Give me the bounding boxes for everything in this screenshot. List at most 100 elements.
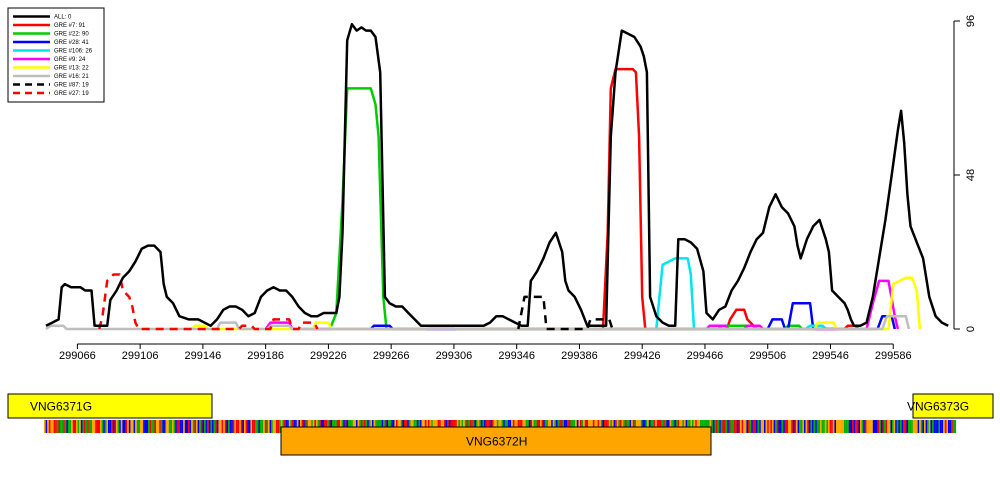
sequence-base: [261, 420, 264, 433]
sequence-base: [941, 420, 944, 433]
gene-box-vng6372h: [280, 426, 712, 456]
sequence-base: [719, 420, 721, 433]
sequence-base: [746, 420, 749, 433]
sequence-base: [872, 420, 875, 433]
legend-label: GRE #22: 90: [54, 32, 89, 38]
sequence-base: [242, 420, 245, 433]
sequence-base: [895, 420, 897, 433]
sequence-base: [96, 420, 99, 433]
sequence-base: [82, 420, 85, 433]
y-tick-label: 48: [965, 169, 977, 181]
sequence-base: [226, 420, 229, 433]
legend-label: GRE #106: 26: [54, 49, 93, 55]
sequence-base: [210, 420, 213, 433]
sequence-base: [44, 420, 46, 433]
x-tick-label: 299066: [59, 350, 96, 362]
sequence-base: [812, 420, 814, 433]
sequence-base: [199, 420, 201, 433]
legend-label: GRE #27: 19: [54, 91, 89, 97]
sequence-base: [807, 420, 809, 433]
sequence-base: [124, 420, 126, 433]
sequence-base: [130, 420, 133, 433]
sequence-base: [916, 420, 918, 433]
sequence-base: [876, 420, 878, 433]
x-tick-label: 299426: [624, 350, 661, 362]
sequence-base: [239, 420, 241, 433]
sequence-base: [938, 420, 941, 433]
sequence-base: [912, 420, 915, 433]
sequence-base: [88, 420, 91, 433]
sequence-base: [952, 420, 955, 433]
sequence-base: [944, 420, 947, 433]
sequence-base: [200, 420, 203, 433]
sequence-base: [768, 420, 771, 433]
legend-label: GRE #28: 41: [54, 40, 89, 46]
sequence-base: [743, 420, 745, 433]
sequence-base: [183, 420, 185, 433]
sequence-base: [770, 420, 773, 433]
sequence-base: [917, 420, 920, 433]
sequence-base: [120, 420, 123, 433]
sequence-base: [930, 420, 933, 433]
sequence-base: [274, 420, 277, 433]
sequence-base: [924, 420, 926, 433]
x-tick-label: 299146: [185, 350, 222, 362]
sequence-base: [954, 420, 957, 433]
sequence-base: [90, 420, 93, 433]
sequence-base: [772, 420, 774, 433]
sequence-base: [61, 420, 64, 433]
sequence-base: [165, 420, 168, 433]
sequence-base: [279, 420, 281, 433]
sequence-base: [844, 420, 846, 433]
sequence-base: [874, 420, 877, 433]
sequence-base: [829, 420, 832, 433]
sequence-base: [247, 420, 249, 433]
sequence-base: [215, 420, 217, 433]
sequence-base: [903, 420, 905, 433]
sequence-base: [232, 420, 235, 433]
sequence-base: [117, 420, 120, 433]
sequence-base: [887, 420, 889, 433]
sequence-base: [922, 420, 925, 433]
sequence-base: [885, 420, 888, 433]
sequence-base: [778, 420, 781, 433]
sequence-base: [100, 420, 102, 433]
sequence-base: [928, 420, 931, 433]
sequence-base: [143, 420, 145, 433]
sequence-base: [783, 420, 785, 433]
sequence-base: [840, 420, 843, 433]
sequence-base: [277, 420, 280, 433]
sequence-base: [255, 420, 257, 433]
sequence-base: [87, 420, 89, 433]
x-tick-label: 299506: [749, 350, 786, 362]
sequence-base: [133, 420, 136, 433]
sequence-base: [748, 420, 750, 433]
sequence-base: [776, 420, 779, 433]
sequence-base: [74, 420, 77, 433]
sequence-base: [789, 420, 792, 433]
sequence-base: [815, 420, 817, 433]
sequence-base: [53, 420, 56, 433]
sequence-base: [901, 420, 904, 433]
sequence-base: [791, 420, 793, 433]
sequence-base: [869, 420, 872, 433]
sequence-base: [119, 420, 121, 433]
sequence-base: [172, 420, 174, 433]
sequence-base: [762, 420, 765, 433]
sequence-base: [863, 420, 865, 433]
sequence-base: [186, 420, 189, 433]
sequence-base: [55, 420, 57, 433]
sequence-base: [836, 420, 838, 433]
x-tick-label: 299266: [373, 350, 410, 362]
sequence-base: [890, 420, 893, 433]
gene-box-vng6371g: [7, 393, 213, 419]
sequence-base: [845, 420, 848, 433]
sequence-base: [149, 420, 152, 433]
series-line-gre-87-19: [517, 295, 614, 331]
sequence-base: [826, 420, 829, 433]
y-tick-label: 96: [965, 15, 977, 27]
sequence-base: [932, 420, 934, 433]
sequence-base: [794, 420, 797, 433]
sequence-base: [805, 420, 808, 433]
sequence-base: [272, 420, 275, 433]
